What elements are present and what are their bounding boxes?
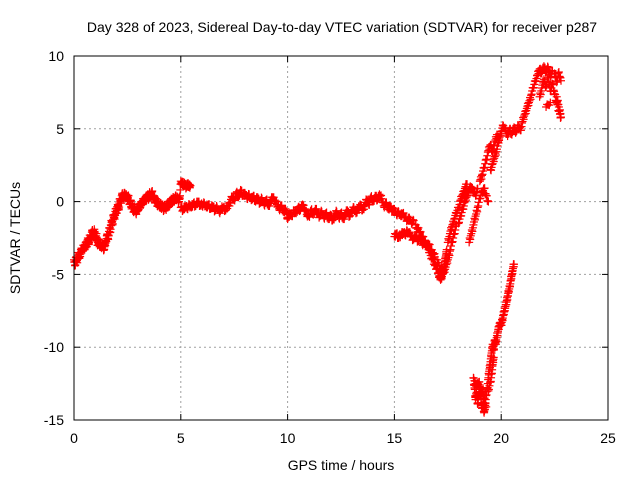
data-point: [489, 353, 498, 362]
data-point: [409, 216, 418, 225]
data-point: [482, 402, 491, 411]
y-tick-label: -5: [52, 266, 65, 282]
y-tick-label: -10: [44, 339, 64, 355]
x-tick-label: 20: [493, 430, 509, 446]
data-point: [510, 260, 519, 269]
y-tick-label: -15: [44, 412, 64, 428]
data-points: [70, 62, 566, 417]
data-point: [186, 181, 195, 190]
data-point: [481, 398, 490, 407]
axis-ticks: 0 5 10 15 20 25 -15 -10 -5 0 5 10: [44, 48, 616, 446]
y-tick-label: 0: [56, 194, 64, 210]
x-axis-label: GPS time / hours: [288, 457, 395, 473]
data-point: [470, 376, 479, 385]
y-tick-label: 10: [48, 48, 64, 64]
data-point: [552, 92, 561, 101]
x-tick-label: 5: [177, 430, 185, 446]
x-tick-label: 15: [387, 430, 403, 446]
x-tick-label: 25: [600, 430, 616, 446]
chart-title: Day 328 of 2023, Sidereal Day-to-day VTE…: [87, 19, 597, 35]
data-point: [557, 76, 566, 85]
data-point: [542, 102, 551, 111]
y-axis-label: SDTVAR / TECUs: [7, 182, 23, 294]
x-tick-label: 0: [70, 430, 78, 446]
y-tick-label: 5: [56, 121, 64, 137]
plot-frame: [73, 55, 609, 421]
x-tick-label: 10: [280, 430, 296, 446]
data-point: [479, 394, 488, 403]
data-point: [484, 197, 493, 206]
